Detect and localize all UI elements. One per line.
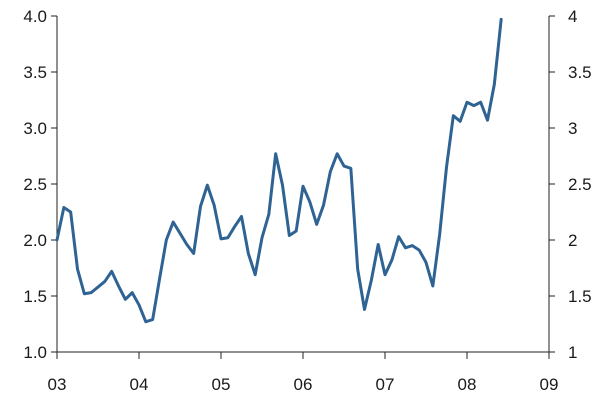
right-y-axis-ticks: 1 1.5 2 2.5 3 3.5 4 — [549, 7, 592, 362]
left-y-tick-label: 3.5 — [23, 63, 47, 82]
data-point — [165, 239, 167, 241]
left-y-tick-label: 3.0 — [23, 119, 47, 138]
data-point — [90, 292, 92, 294]
data-point — [418, 249, 420, 251]
data-point — [63, 207, 65, 209]
data-point — [302, 185, 304, 187]
data-point — [466, 101, 468, 103]
data-point — [288, 235, 290, 237]
right-y-tick-label: 2 — [568, 231, 577, 250]
data-point — [77, 268, 78, 270]
data-point — [247, 252, 249, 254]
left-y-tick-label: 4.0 — [23, 7, 47, 26]
data-point — [200, 205, 201, 207]
left-y-tick-label: 2.0 — [23, 231, 47, 250]
data-point — [138, 304, 140, 306]
data-point — [261, 237, 263, 239]
right-y-tick-label: 1 — [568, 343, 577, 362]
data-point — [323, 204, 324, 206]
right-y-tick-label: 3 — [568, 119, 577, 138]
data-point — [206, 184, 208, 186]
left-y-axis-ticks: 1.0 1.5 2.0 2.5 3.0 3.5 4.0 — [23, 7, 57, 362]
left-y-tick-label: 1.5 — [23, 287, 47, 306]
data-point — [357, 268, 359, 270]
data-point — [220, 238, 222, 240]
data-point — [282, 184, 283, 186]
data-point — [316, 223, 318, 225]
series-layer — [55, 17, 503, 324]
data-point — [439, 233, 441, 235]
data-point — [343, 165, 345, 167]
data-point — [152, 319, 154, 321]
data-point — [398, 236, 400, 238]
data-point — [234, 226, 236, 228]
data-point — [268, 213, 270, 215]
data-point — [145, 321, 147, 323]
data-point — [446, 166, 447, 168]
data-point — [452, 115, 454, 117]
x-tick-label: 06 — [294, 375, 313, 394]
data-point — [432, 285, 434, 287]
data-point — [480, 101, 482, 103]
data-point — [384, 274, 386, 276]
data-point — [213, 204, 215, 206]
data-point — [159, 278, 160, 280]
data-point — [56, 239, 58, 241]
x-tick-label: 03 — [48, 375, 67, 394]
x-tick-label: 07 — [376, 375, 395, 394]
data-point — [118, 285, 119, 287]
right-y-tick-label: 2.5 — [568, 175, 592, 194]
x-axis-ticks: 03 04 05 06 07 08 09 — [48, 352, 559, 394]
data-point — [391, 259, 393, 261]
left-y-tick-label: 2.5 — [23, 175, 47, 194]
data-point — [425, 261, 427, 263]
right-y-tick-label: 1.5 — [568, 287, 592, 306]
data-point — [179, 232, 181, 234]
data-point — [411, 245, 413, 247]
x-tick-label: 08 — [458, 375, 477, 394]
data-point — [329, 171, 331, 173]
left-y-tick-label: 1.0 — [23, 343, 47, 362]
data-point — [241, 215, 242, 217]
data-point — [193, 252, 195, 254]
right-y-tick-label: 4 — [568, 7, 577, 26]
data-point — [124, 298, 126, 300]
data-point — [336, 153, 338, 155]
data-point — [104, 280, 106, 282]
data-point — [377, 243, 379, 245]
data-point — [111, 270, 113, 272]
data-point — [473, 105, 475, 107]
data-point — [405, 247, 406, 249]
x-tick-label: 09 — [540, 375, 559, 394]
data-point — [83, 293, 85, 295]
data-point — [493, 83, 495, 85]
data-point — [172, 221, 174, 223]
data-point — [350, 167, 352, 169]
x-tick-label: 05 — [212, 375, 231, 394]
data-point — [186, 243, 188, 245]
data-point — [97, 286, 99, 288]
data-point — [295, 230, 297, 232]
data-point — [364, 308, 365, 310]
data-point — [70, 211, 72, 213]
series-line — [55, 17, 503, 324]
right-y-tick-label: 3.5 — [568, 63, 592, 82]
x-tick-label: 04 — [130, 375, 149, 394]
data-point — [459, 120, 461, 122]
data-point — [275, 153, 277, 155]
data-point — [309, 201, 311, 203]
data-point — [254, 274, 256, 276]
data-point — [370, 279, 372, 281]
data-point — [500, 18, 502, 20]
data-point — [487, 119, 488, 121]
data-point — [131, 292, 133, 294]
data-point — [227, 237, 229, 239]
